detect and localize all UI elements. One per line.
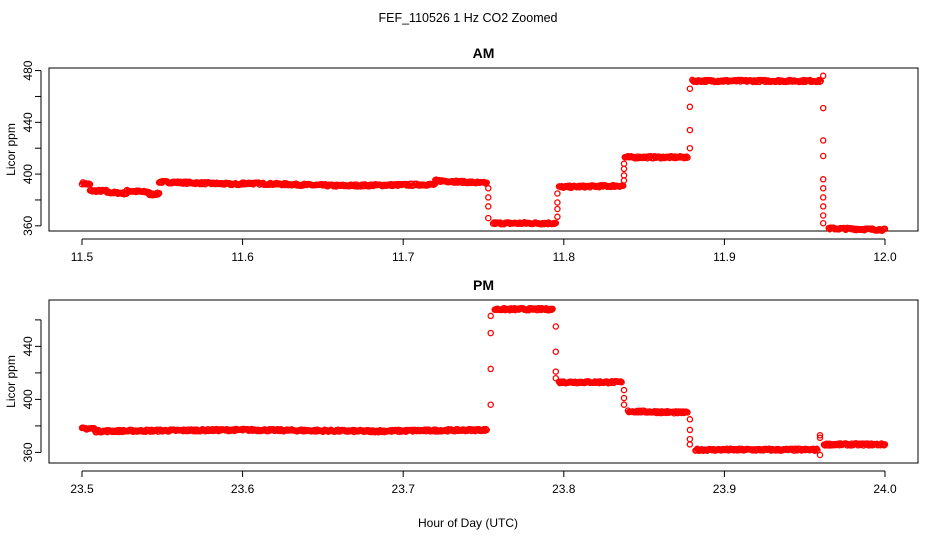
panel-title: AM (473, 45, 495, 61)
data-point (819, 72, 827, 80)
y-tick-label: 360 (21, 215, 35, 235)
x-tick-label: 23.9 (713, 482, 737, 496)
data-point (620, 160, 628, 167)
x-tick-label: 23.5 (70, 482, 94, 496)
data-point (552, 323, 560, 330)
data-point (819, 104, 827, 112)
data-point (552, 348, 560, 355)
data-point (686, 103, 694, 111)
data-point (620, 172, 628, 179)
data-point (816, 78, 824, 85)
data-point (620, 394, 628, 402)
data-series (78, 305, 889, 459)
data-point (485, 185, 492, 192)
data-point (487, 329, 494, 337)
y-axis-label: Licor ppm (4, 123, 18, 176)
data-point (552, 219, 560, 227)
figure-title: FEF_110526 1 Hz CO2 Zoomed (378, 11, 557, 25)
data-point (686, 426, 694, 434)
x-tick-label: 23.6 (231, 482, 255, 496)
data-point (683, 153, 690, 160)
x-tick-label: 11.5 (71, 250, 94, 264)
data-point (819, 219, 827, 227)
data-point (819, 176, 827, 183)
data-point (485, 203, 492, 210)
data-point (817, 77, 825, 85)
data-point (686, 126, 694, 134)
data-point (485, 214, 492, 222)
data-point (880, 442, 888, 449)
data-point (684, 409, 691, 416)
data-point (686, 416, 694, 423)
x-axis-label: Hour of Day (UTC) (418, 516, 518, 530)
data-point (816, 451, 824, 459)
y-tick-label: 400 (21, 389, 35, 409)
data-point (620, 386, 628, 394)
data-point (487, 401, 494, 408)
y-tick-label: 400 (21, 164, 35, 184)
y-axis-label: Licor ppm (4, 355, 18, 408)
data-point (819, 185, 827, 192)
data-point (554, 190, 561, 197)
data-point (814, 447, 821, 454)
x-tick-label: 11.9 (713, 250, 736, 264)
panel-am: AM Licor ppm 11.5 11.6 11.7 11.8 11.9 12.0 360 40… (4, 45, 919, 264)
plot-frame (48, 299, 919, 464)
data-point (620, 177, 628, 184)
panel-title: PM (473, 277, 494, 293)
data-point (618, 378, 625, 386)
x-tick-label: 11.8 (553, 250, 576, 264)
y-tick-label: 440 (21, 336, 35, 356)
data-point (554, 213, 561, 221)
data-point (816, 434, 824, 442)
data-point (684, 154, 691, 161)
data-point (686, 144, 694, 152)
data-point (686, 441, 694, 448)
y-tick-label: 440 (21, 112, 35, 132)
data-point (483, 179, 490, 186)
plot-frame (48, 67, 919, 232)
data-point (483, 426, 490, 434)
data-point (487, 312, 494, 320)
data-point (819, 194, 827, 201)
x-tick-label: 11.6 (231, 250, 254, 264)
data-point (816, 431, 824, 439)
data-point (155, 189, 163, 197)
x-tick-label: 23.7 (392, 482, 416, 496)
data-point (686, 85, 694, 92)
data-point (819, 203, 827, 210)
x-tick-label: 12.0 (873, 250, 897, 264)
data-point (686, 435, 694, 443)
data-point (552, 368, 560, 375)
y-tick-label: 360 (21, 442, 35, 462)
x-tick-label: 11.7 (392, 250, 415, 264)
data-point (819, 137, 827, 144)
data-point (813, 78, 821, 85)
data-point (881, 441, 889, 448)
data-point (620, 401, 628, 408)
data-point (819, 152, 827, 160)
x-tick-label: 24.0 (873, 482, 897, 496)
data-point (485, 194, 492, 201)
data-point (554, 199, 561, 206)
data-point (819, 212, 827, 219)
data-point (552, 374, 560, 382)
data-point (548, 306, 555, 313)
data-series (78, 72, 889, 234)
data-point (482, 425, 490, 433)
panel-pm: PM Licor ppm 23.5 23.6 23.7 23.8 23.9 24.0 360 40… (4, 277, 919, 496)
data-point (549, 305, 556, 313)
data-point (482, 180, 490, 187)
data-point (86, 181, 94, 188)
data-point (154, 190, 162, 198)
y-tick-label: 480 (21, 60, 35, 80)
data-point (554, 205, 561, 213)
x-tick-label: 23.8 (552, 482, 576, 496)
data-point (487, 365, 494, 373)
data-point (620, 165, 628, 173)
data-point (881, 225, 889, 233)
